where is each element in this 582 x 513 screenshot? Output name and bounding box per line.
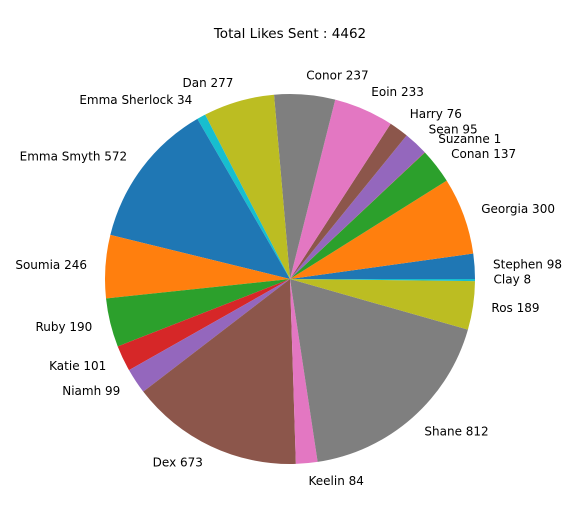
pie-slice-keelin — [290, 279, 318, 464]
pie-label-ruby: Ruby 190 — [35, 320, 92, 334]
pie-label-shane: Shane 812 — [424, 424, 488, 438]
pie-label-suzanne: Suzanne 1 — [438, 132, 501, 146]
pie-label-georgia: Georgia 300 — [481, 202, 555, 216]
chart-title: Total Likes Sent : 4462 — [213, 26, 366, 42]
pie-slice-ros — [290, 279, 475, 330]
pie-slice-conan — [290, 152, 447, 279]
pie-label-dan: Dan 277 — [182, 76, 233, 90]
pie-label-emma-sherlock: Emma Sherlock 34 — [79, 93, 192, 107]
pie-slice-suzanne — [290, 152, 425, 279]
pie-label-clay: Clay 8 — [494, 273, 532, 287]
pie-slice-shane — [290, 279, 468, 462]
pie-slice-sean — [290, 135, 425, 279]
pie-label-dex: Dex 673 — [153, 455, 203, 469]
pie-label-keelin: Keelin 84 — [309, 474, 364, 488]
pie-slice-eoin — [290, 99, 391, 280]
pie-label-conan: Conan 137 — [451, 147, 516, 161]
pie-label-harry: Harry 76 — [410, 107, 462, 121]
pie-label-emma-smyth: Emma Smyth 572 — [20, 149, 128, 163]
pie-slice-stephen — [290, 253, 475, 279]
pie-label-eoin: Eoin 233 — [371, 85, 424, 99]
pie-label-niamh: Niamh 99 — [62, 384, 120, 398]
pie-label-ros: Ros 189 — [491, 301, 539, 315]
pie-slice-dex — [143, 279, 296, 465]
pie-slice-georgia — [290, 180, 474, 279]
pie-slice-katie — [117, 279, 290, 371]
pie-label-stephen: Stephen 98 — [493, 258, 562, 272]
pie-slice-harry — [290, 123, 407, 280]
pie-label-conor: Conor 237 — [306, 69, 368, 83]
pie-slice-niamh — [129, 279, 290, 392]
pie-slice-emma-smyth — [110, 118, 290, 280]
pie-slice-soumia — [105, 234, 291, 299]
pie-slices — [105, 93, 476, 465]
pie-slice-ruby — [106, 279, 290, 347]
pie-slice-dan — [205, 94, 290, 279]
pie-label-katie: Katie 101 — [49, 359, 106, 373]
pie-label-sean: Sean 95 — [429, 123, 478, 137]
pie-slice-clay — [290, 279, 476, 282]
pie-slice-emma-sherlock — [197, 114, 290, 280]
pie-slice-conor — [274, 93, 336, 280]
pie-label-soumia: Soumia 246 — [15, 258, 87, 272]
